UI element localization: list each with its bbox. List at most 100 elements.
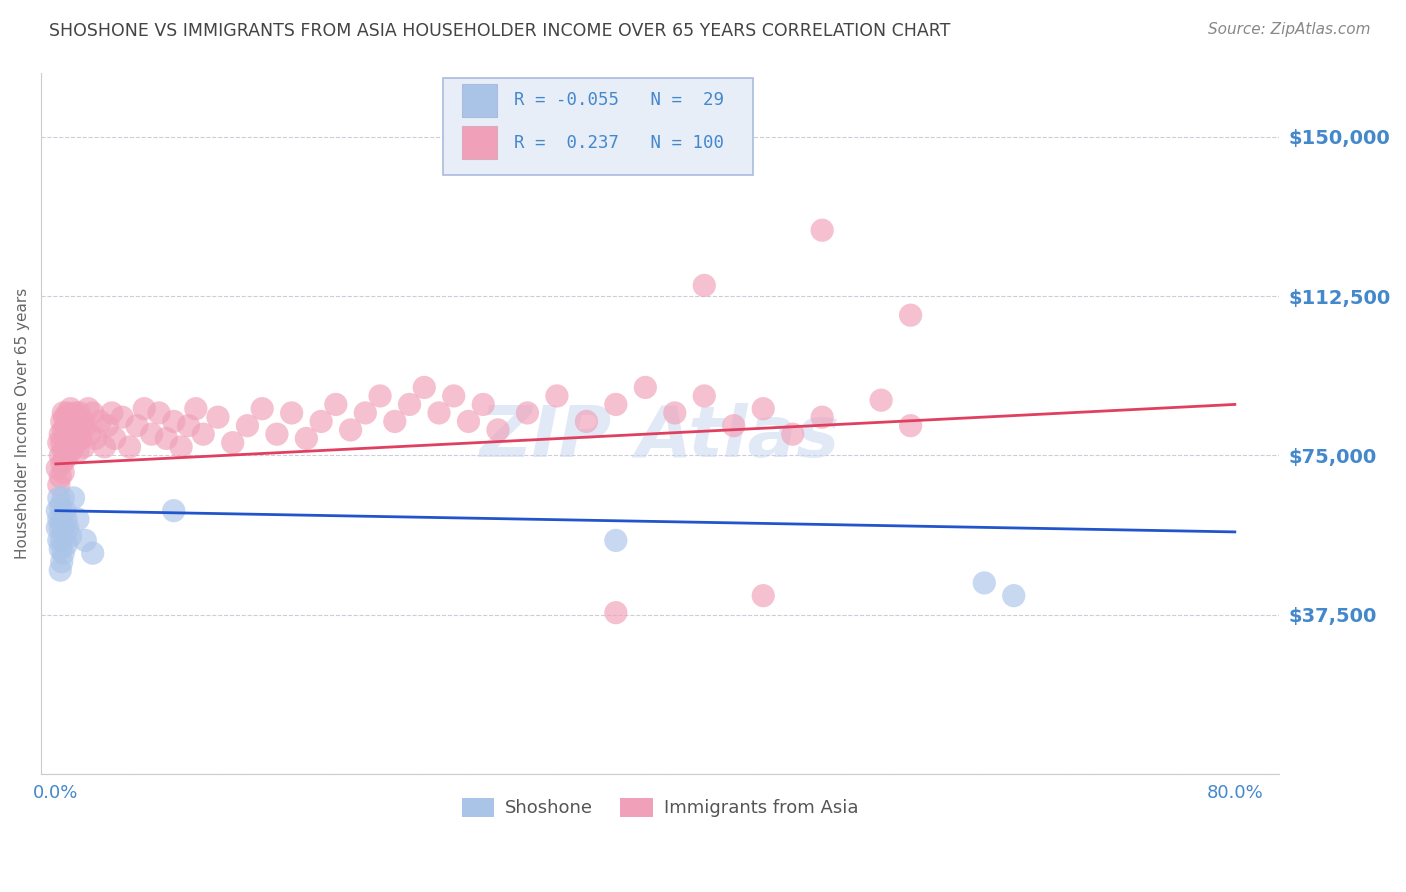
Point — [82, 406, 104, 420]
FancyBboxPatch shape — [463, 126, 496, 160]
Point — [93, 440, 115, 454]
Point — [664, 406, 686, 420]
Point — [73, 440, 96, 454]
Point — [66, 444, 89, 458]
Point — [60, 410, 83, 425]
Point — [413, 380, 436, 394]
Point — [51, 414, 73, 428]
Text: R =  0.237   N = 100: R = 0.237 N = 100 — [515, 134, 724, 152]
Point — [75, 418, 97, 433]
Point — [250, 401, 273, 416]
Point — [693, 278, 716, 293]
Point — [46, 503, 69, 517]
Point — [870, 393, 893, 408]
Point — [48, 435, 70, 450]
Point — [184, 401, 207, 416]
FancyBboxPatch shape — [463, 84, 496, 117]
FancyBboxPatch shape — [443, 78, 754, 175]
Point — [56, 521, 79, 535]
Point — [900, 308, 922, 322]
Point — [368, 389, 391, 403]
Point — [67, 406, 90, 420]
Point — [163, 414, 186, 428]
Point — [59, 444, 82, 458]
Point — [52, 521, 75, 535]
Point — [811, 410, 834, 425]
Point — [46, 521, 69, 535]
Point — [457, 414, 479, 428]
Point — [52, 444, 75, 458]
Point — [384, 414, 406, 428]
Point — [58, 435, 80, 450]
Text: R = -0.055   N =  29: R = -0.055 N = 29 — [515, 92, 724, 110]
Point — [51, 435, 73, 450]
Point — [48, 478, 70, 492]
Point — [782, 427, 804, 442]
Point — [53, 452, 76, 467]
Point — [53, 432, 76, 446]
Point — [193, 427, 215, 442]
Point — [723, 418, 745, 433]
Point — [49, 563, 72, 577]
Point — [118, 440, 141, 454]
Point — [59, 423, 82, 437]
Point — [634, 380, 657, 394]
Point — [155, 432, 177, 446]
Point — [49, 500, 72, 514]
Point — [443, 389, 465, 403]
Point — [101, 406, 124, 420]
Point — [49, 449, 72, 463]
Point — [51, 512, 73, 526]
Point — [59, 401, 82, 416]
Point — [486, 423, 509, 437]
Point — [51, 457, 73, 471]
Point — [79, 427, 101, 442]
Point — [973, 575, 995, 590]
Point — [49, 521, 72, 535]
Point — [693, 389, 716, 403]
Point — [56, 427, 79, 442]
Point — [605, 606, 627, 620]
Point — [104, 432, 127, 446]
Point — [605, 533, 627, 548]
Point — [53, 410, 76, 425]
Point — [52, 466, 75, 480]
Point — [70, 432, 93, 446]
Point — [605, 397, 627, 411]
Point — [62, 491, 84, 505]
Point — [52, 423, 75, 437]
Point — [96, 418, 118, 433]
Point — [66, 423, 89, 437]
Point — [89, 414, 111, 428]
Point — [58, 414, 80, 428]
Point — [62, 418, 84, 433]
Point — [63, 406, 86, 420]
Point — [56, 406, 79, 420]
Point — [48, 491, 70, 505]
Point — [280, 406, 302, 420]
Point — [51, 555, 73, 569]
Point — [222, 435, 245, 450]
Y-axis label: Householder Income Over 65 years: Householder Income Over 65 years — [15, 288, 30, 559]
Point — [65, 435, 87, 450]
Point — [141, 427, 163, 442]
Point — [309, 414, 332, 428]
Point — [63, 427, 86, 442]
Point — [1002, 589, 1025, 603]
Point — [752, 589, 775, 603]
Point — [55, 538, 77, 552]
Point — [811, 223, 834, 237]
Point — [177, 418, 200, 433]
Point — [53, 529, 76, 543]
Point — [66, 512, 89, 526]
Point — [295, 432, 318, 446]
Point — [55, 418, 77, 433]
Point — [48, 512, 70, 526]
Point — [49, 427, 72, 442]
Text: SHOSHONE VS IMMIGRANTS FROM ASIA HOUSEHOLDER INCOME OVER 65 YEARS CORRELATION CH: SHOSHONE VS IMMIGRANTS FROM ASIA HOUSEHO… — [49, 22, 950, 40]
Point — [354, 406, 377, 420]
Point — [60, 432, 83, 446]
Point — [49, 541, 72, 556]
Point — [82, 546, 104, 560]
Point — [62, 440, 84, 454]
